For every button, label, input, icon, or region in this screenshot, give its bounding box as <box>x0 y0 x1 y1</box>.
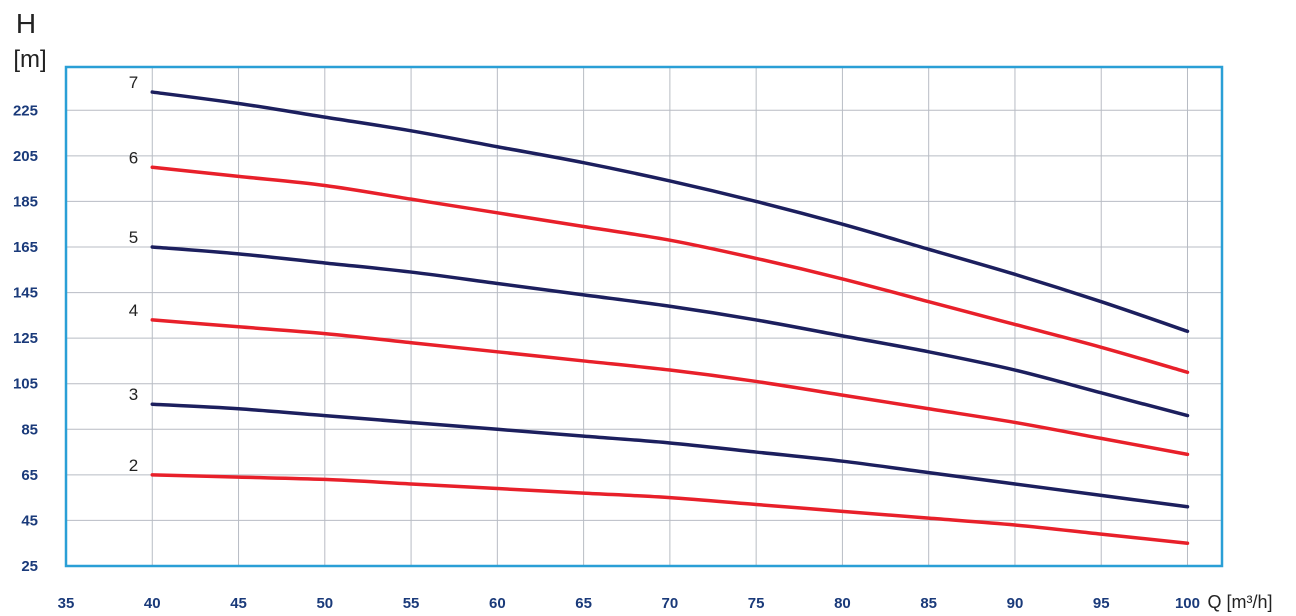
series-labels: 7 6 5 4 3 2 <box>129 73 138 475</box>
y-tick-label: 45 <box>21 512 38 529</box>
curve-series-2 <box>150 473 1190 545</box>
x-tick-label: 70 <box>662 595 679 612</box>
x-tick-label: 35 <box>58 595 75 612</box>
y-tick-label: 25 <box>21 558 38 575</box>
y-axis-label: H <box>16 8 36 39</box>
x-tick-label: 50 <box>316 595 333 612</box>
x-tick-label: 40 <box>144 595 161 612</box>
y-tick-label: 105 <box>13 376 38 393</box>
y-tick-labels: 25 45 65 85 105 125 145 165 185 205 225 <box>13 102 38 575</box>
y-tick-label: 145 <box>13 285 38 302</box>
y-tick-label: 65 <box>21 467 38 484</box>
curve-series-7 <box>150 90 1190 334</box>
plot-frame <box>64 65 1224 568</box>
series-label-4: 4 <box>129 301 138 320</box>
series-label-7: 7 <box>129 73 138 92</box>
y-tick-label: 85 <box>21 421 38 438</box>
x-tick-label: 95 <box>1093 595 1110 612</box>
x-tick-labels: 35 40 45 50 55 60 65 70 75 80 85 90 95 100 <box>58 595 1200 612</box>
x-axis-label: Q [m³/h] <box>1207 592 1272 612</box>
series-label-3: 3 <box>129 385 138 404</box>
x-tick-label: 80 <box>834 595 851 612</box>
series-label-2: 2 <box>129 456 138 475</box>
curves <box>150 90 1190 545</box>
curve-series-4 <box>150 318 1190 457</box>
curve-series-6 <box>150 165 1190 375</box>
y-tick-label: 125 <box>13 330 38 347</box>
x-tick-label: 100 <box>1175 595 1200 612</box>
grid-lines <box>66 67 1222 566</box>
y-tick-label: 185 <box>13 193 38 210</box>
x-tick-label: 60 <box>489 595 506 612</box>
curve-series-5 <box>150 245 1190 418</box>
curve-series-3 <box>150 402 1190 509</box>
x-tick-label: 65 <box>575 595 592 612</box>
series-label-6: 6 <box>129 148 138 167</box>
y-tick-label: 205 <box>13 148 38 165</box>
x-tick-label: 75 <box>748 595 765 612</box>
x-tick-label: 45 <box>230 595 247 612</box>
x-tick-label: 55 <box>403 595 420 612</box>
series-label-5: 5 <box>129 228 138 247</box>
y-tick-label: 225 <box>13 102 38 119</box>
x-tick-label: 90 <box>1007 595 1024 612</box>
y-tick-label: 165 <box>13 239 38 256</box>
y-axis-unit: [m] <box>13 46 46 73</box>
x-tick-label: 85 <box>920 595 937 612</box>
